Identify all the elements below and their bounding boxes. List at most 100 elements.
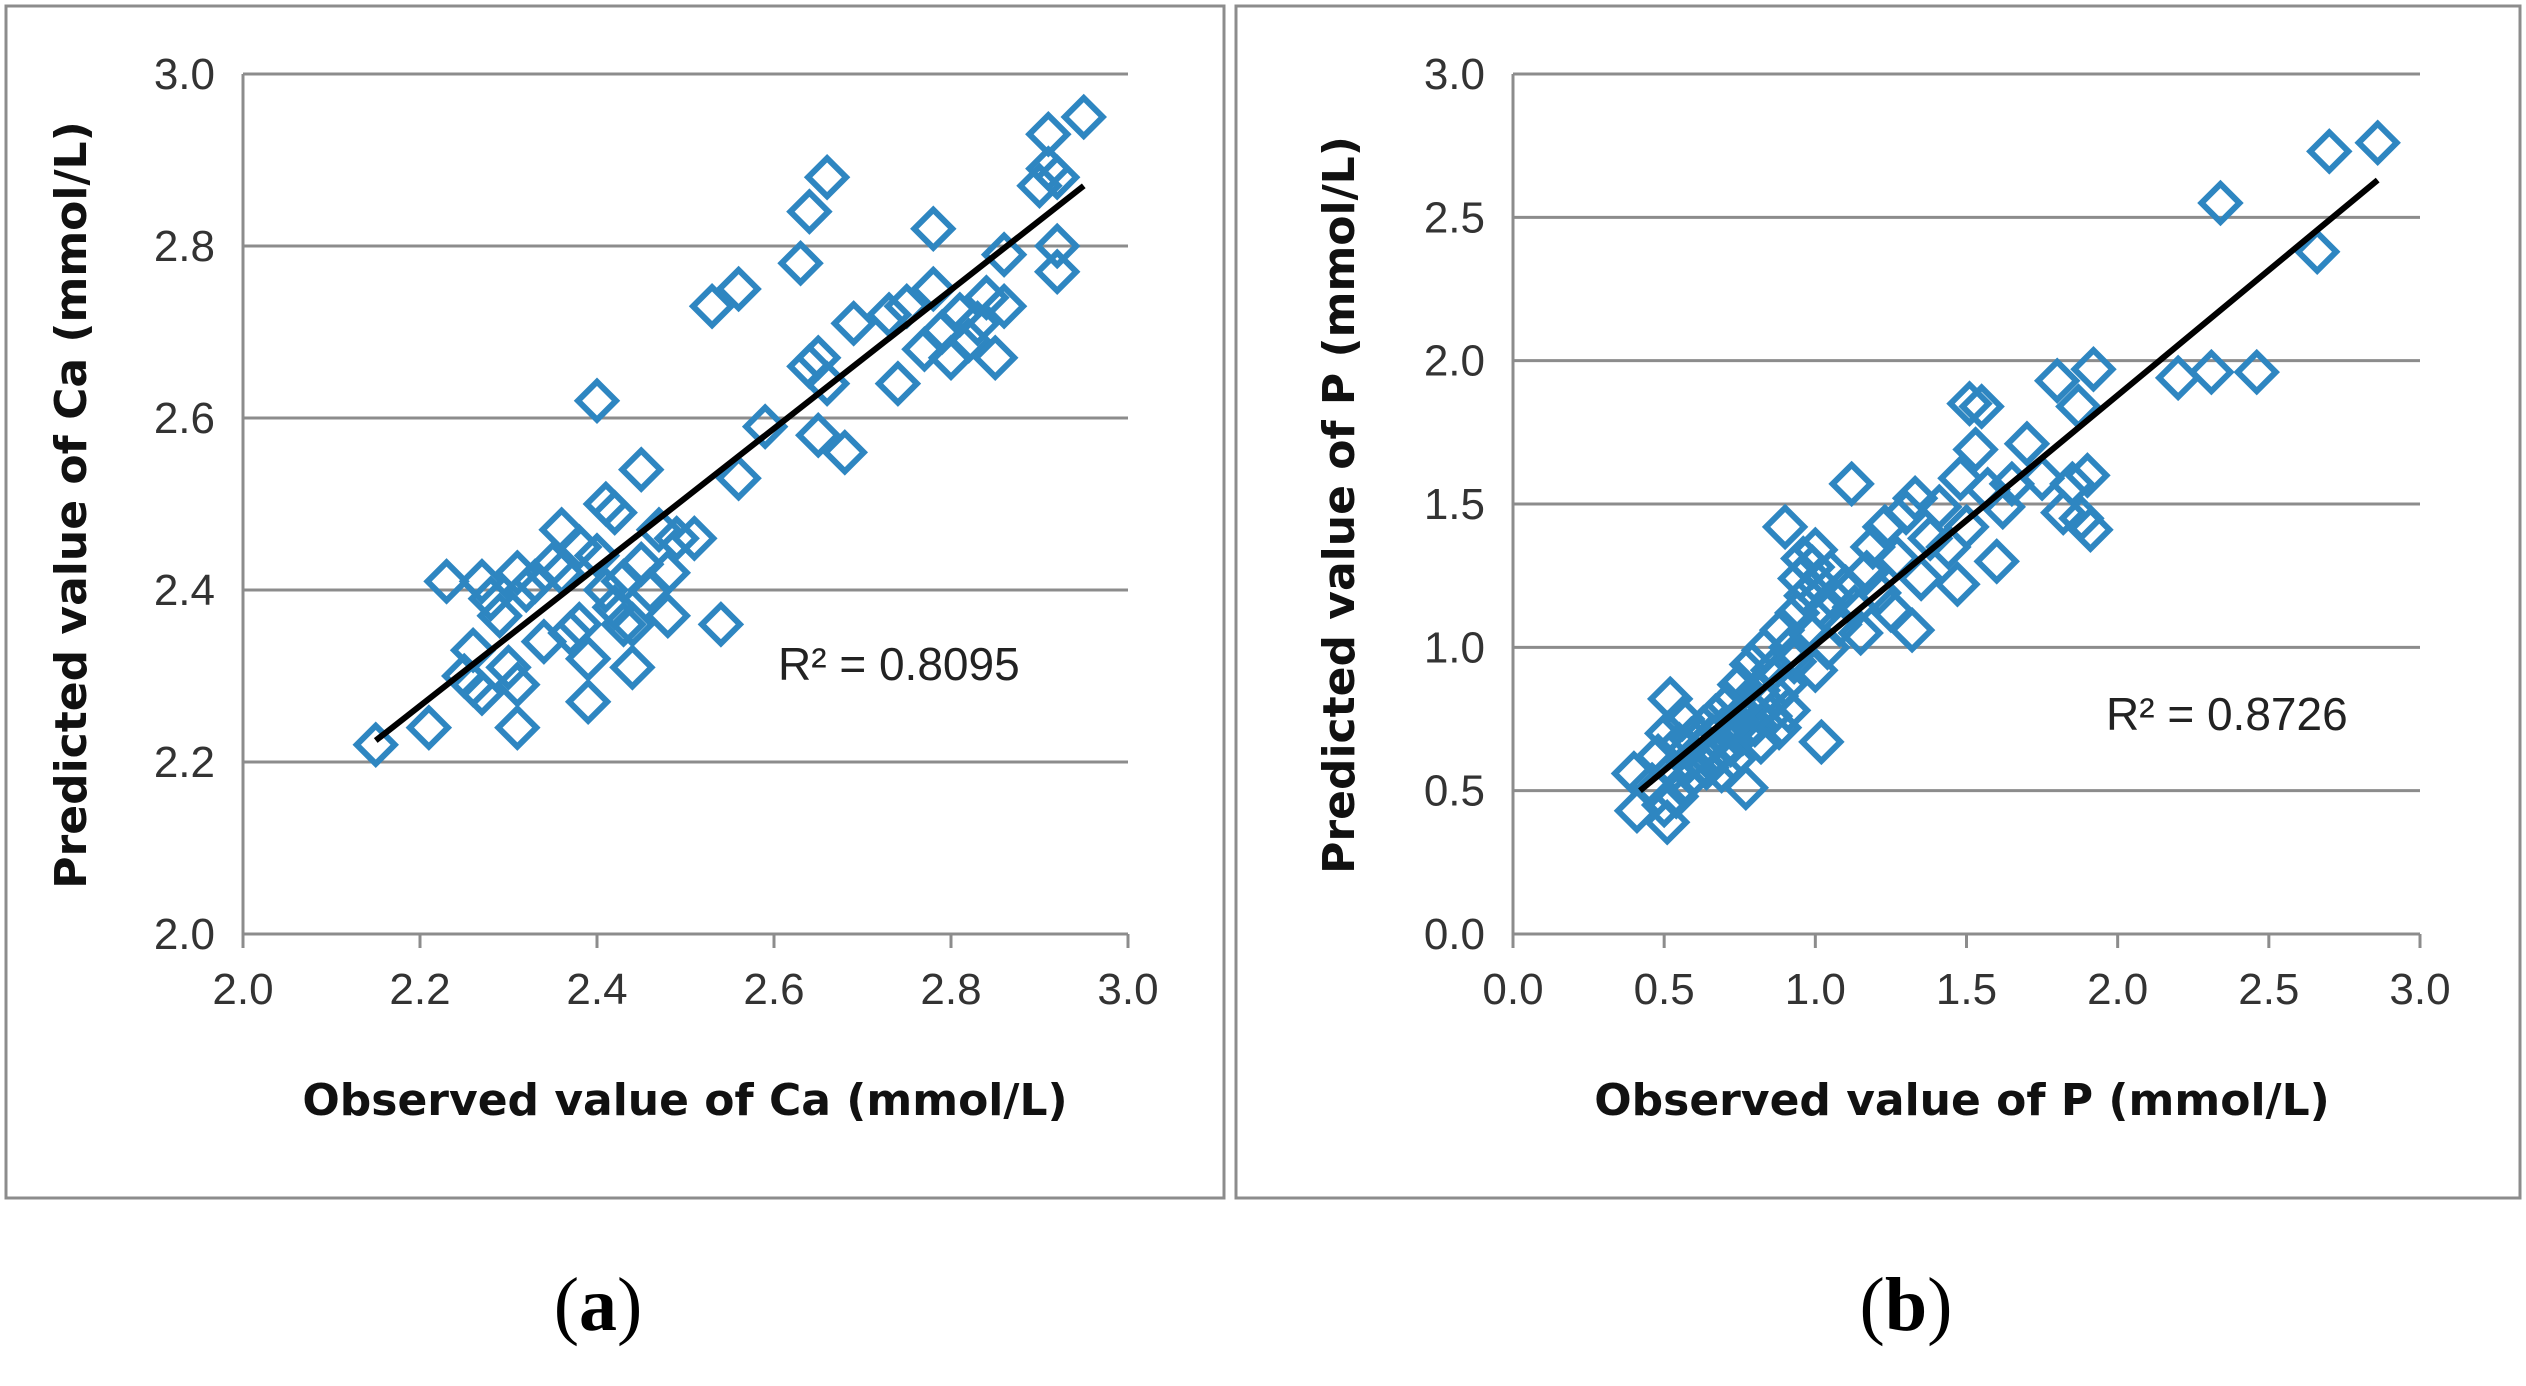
panel-b-data-point [2233,348,2280,396]
panel-a-y-tick-label: 3.0 [154,50,215,99]
panel-b-data-point [2003,420,2051,468]
panel-a-y-tick-label: 2.6 [154,394,215,443]
panel-a-y-axis-title: Predicted value of Ca (mmol/L) [46,121,97,888]
panel-b-data-point [1855,569,1903,617]
panel-a-data-point [609,601,656,648]
panel-a-data-point [786,188,833,235]
panel-a-data-point [564,635,612,683]
panel-a-data-point [777,239,824,287]
panel-a-data-point [1060,93,1107,141]
panel-a-data-point [502,566,550,614]
panel-b-data-point [1640,781,1688,829]
panel-a-data-point [582,566,630,614]
panel-b-x-tick-label: 0.0 [1482,965,1543,1014]
panel-b-data-point [1888,606,1936,654]
panel-b-data-point [1761,503,1809,551]
panel-a-data-point [1033,222,1081,270]
panel-b-data-point [2033,357,2081,404]
panel-a-data-point [715,454,762,502]
panel-a-data-point [795,411,842,459]
panel-a-data-point [980,282,1028,330]
panel-a-data-point [458,669,506,717]
panel-a-data-point [609,644,656,691]
panel-a-data-point [803,153,851,201]
panel-b-data-point [1755,704,1803,751]
panel-b-data-point [2354,119,2401,167]
caption-a-letter: a [579,1263,617,1347]
panel-a-x-tick-label: 2.8 [920,965,981,1014]
panel-b-y-tick-label: 0.0 [1424,910,1485,959]
panel-a-x-axis-title: Observed value of Ca (mmol/L) [302,1075,1067,1126]
panel-b-data-point [2306,128,2353,175]
panel-b-x-tick-labels: 0.0 0.5 1.0 1.5 2.0 2.5 3.0 [1482,965,2450,1014]
panel-a-data-point [591,489,638,536]
panel-a-data-point [830,300,877,347]
panel-b-data-point [1722,764,1770,812]
panel-b-y-tick-labels: 0.0 0.5 1.0 1.5 2.0 2.5 3.0 [1424,50,1485,959]
panel-a-data-point [980,231,1028,278]
panel-a-y-tick-label: 2.2 [154,738,215,787]
panel-b-r2-label: R² = 0.8726 [2106,688,2348,740]
caption-b-letter: b [1885,1263,1927,1347]
panel-a-y-tick-label: 2.8 [154,222,215,271]
panel-a-data-point [573,377,621,425]
panel-a-data-point [644,592,692,640]
panel-a-data-point [1033,248,1081,296]
panel-a-data-point [972,334,1019,382]
panel-b-data-point [2197,179,2244,227]
panel-a-x-tick-label: 2.6 [743,965,804,1014]
panel-b-data-point [1646,675,1694,723]
panel-b-x-tick-label: 3.0 [2389,965,2450,1014]
panel-a-data-point [573,532,621,579]
panel-a-data-point [494,704,541,751]
chart-panel-b: 0.0 0.5 1.0 1.5 2.0 2.5 3.0 0.0 0.5 1.0 1.5 2.0 2.5… [1234,4,2522,1200]
panel-b-axes [1511,74,2422,948]
panel-a-data-point [865,291,913,339]
panel-a-data-point [715,265,762,313]
panel-b-data-point [1916,483,1963,531]
panel-b-trendline [1638,177,2380,793]
panel-b-y-axis-title: Predicted value of P (mmol/L) [1314,136,1365,874]
panel-a-data-point [653,515,700,562]
panel-b-data-point [1973,538,2020,585]
panel-b-data-point [2070,346,2117,393]
panel-a-data-point [556,601,603,648]
panel-b-data-point [1764,687,1812,734]
panel-b-data-point [1952,426,1999,473]
panel-a-points [352,93,1107,769]
panel-a-data-point [954,300,1001,347]
panel-b-x-tick-label: 1.0 [1785,965,1846,1014]
panel-b-data-point [2293,228,2341,275]
panel-b-data-point [1810,575,1857,622]
panel-a-data-point [485,644,532,691]
panel-a-x-tick-labels: 2.0 2.2 2.4 2.6 2.8 3.0 [212,965,1158,1014]
panel-b-x-tick-label: 1.5 [1936,965,1997,1014]
panel-b-data-point [2188,348,2235,396]
panel-a-data-point [600,601,647,648]
panel-a-data-point [494,661,541,708]
panel-b-data-point [1934,561,1981,608]
panel-a-grid [243,72,1128,764]
panel-a-trendline [373,183,1086,743]
panel-a-r2-label: R² = 0.8095 [778,638,1020,690]
panel-b-x-tick-label: 2.5 [2238,965,2299,1014]
panel-a-data-point [945,317,992,364]
panel-a-x-tick-label: 2.2 [389,965,450,1014]
panel-b-y-tick-label: 1.0 [1424,623,1485,672]
panel-a-data-point [564,678,612,726]
panel-a-x-tick-label: 3.0 [1097,965,1158,1014]
panel-a-data-point [874,360,922,407]
panel-b-points [1610,119,2401,846]
panel-b-data-point [1758,606,1806,654]
panel-b-y-tick-label: 2.0 [1424,337,1485,386]
panel-b-y-tick-label: 2.5 [1424,193,1485,242]
panel-a-data-point [671,515,718,562]
panel-a-data-point [821,429,869,476]
panel-a-data-point [644,549,692,597]
panel-a-data-point [467,575,515,622]
panel-a-data-point [697,601,745,648]
panel-b-data-point [1843,549,1890,597]
panel-b-y-tick-label: 0.5 [1424,767,1485,816]
panel-b-data-point [1849,523,1897,571]
panel-a-y-tick-label: 2.0 [154,910,215,959]
